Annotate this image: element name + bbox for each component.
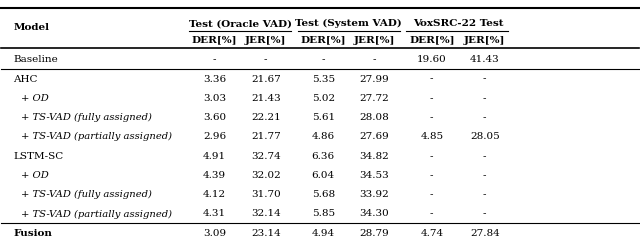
Text: 21.67: 21.67 — [251, 75, 280, 84]
Text: 3.09: 3.09 — [203, 229, 226, 238]
Text: + OD: + OD — [21, 94, 49, 103]
Text: + OD: + OD — [21, 171, 49, 180]
Text: 5.61: 5.61 — [312, 113, 335, 122]
Text: Fusion: Fusion — [13, 229, 52, 238]
Text: 27.72: 27.72 — [360, 94, 389, 103]
Text: 21.77: 21.77 — [251, 132, 280, 141]
Text: 34.30: 34.30 — [360, 210, 389, 218]
Text: -: - — [430, 171, 433, 180]
Text: 5.68: 5.68 — [312, 190, 335, 199]
Text: -: - — [483, 152, 486, 161]
Text: Test (System VAD): Test (System VAD) — [296, 19, 402, 28]
Text: 22.21: 22.21 — [251, 113, 280, 122]
Text: DER[%]: DER[%] — [192, 36, 237, 45]
Text: 28.05: 28.05 — [470, 132, 500, 141]
Text: 6.36: 6.36 — [312, 152, 335, 161]
Text: 4.74: 4.74 — [420, 229, 444, 238]
Text: 4.31: 4.31 — [203, 210, 226, 218]
Text: 32.74: 32.74 — [251, 152, 280, 161]
Text: 6.04: 6.04 — [312, 171, 335, 180]
Text: 27.84: 27.84 — [470, 229, 500, 238]
Text: 21.43: 21.43 — [251, 94, 280, 103]
Text: -: - — [321, 55, 325, 64]
Text: AHC: AHC — [13, 75, 38, 84]
Text: LSTM-SC: LSTM-SC — [13, 152, 64, 161]
Text: 27.99: 27.99 — [360, 75, 389, 84]
Text: Baseline: Baseline — [13, 55, 58, 64]
Text: 3.36: 3.36 — [203, 75, 226, 84]
Text: + TS-VAD (partially assigned): + TS-VAD (partially assigned) — [21, 209, 172, 218]
Text: 4.12: 4.12 — [203, 190, 226, 199]
Text: DER[%]: DER[%] — [409, 36, 454, 45]
Text: -: - — [213, 55, 216, 64]
Text: Test (Oracle VAD): Test (Oracle VAD) — [189, 19, 292, 28]
Text: 32.02: 32.02 — [251, 171, 280, 180]
Text: 5.85: 5.85 — [312, 210, 335, 218]
Text: + TS-VAD (fully assigned): + TS-VAD (fully assigned) — [21, 113, 152, 122]
Text: JER[%]: JER[%] — [464, 36, 506, 45]
Text: -: - — [483, 171, 486, 180]
Text: 4.91: 4.91 — [203, 152, 226, 161]
Text: 28.08: 28.08 — [360, 113, 389, 122]
Text: 28.79: 28.79 — [360, 229, 389, 238]
Text: -: - — [483, 75, 486, 84]
Text: -: - — [430, 210, 433, 218]
Text: JER[%]: JER[%] — [245, 36, 287, 45]
Text: 33.92: 33.92 — [360, 190, 389, 199]
Text: 3.03: 3.03 — [203, 94, 226, 103]
Text: 5.35: 5.35 — [312, 75, 335, 84]
Text: JER[%]: JER[%] — [353, 36, 395, 45]
Text: 5.02: 5.02 — [312, 94, 335, 103]
Text: -: - — [483, 94, 486, 103]
Text: 34.53: 34.53 — [360, 171, 389, 180]
Text: + TS-VAD (fully assigned): + TS-VAD (fully assigned) — [21, 190, 152, 199]
Text: 4.94: 4.94 — [312, 229, 335, 238]
Text: -: - — [430, 75, 433, 84]
Text: 31.70: 31.70 — [251, 190, 280, 199]
Text: Model: Model — [13, 23, 49, 32]
Text: 27.69: 27.69 — [360, 132, 389, 141]
Text: -: - — [372, 55, 376, 64]
Text: 4.86: 4.86 — [312, 132, 335, 141]
Text: DER[%]: DER[%] — [300, 36, 346, 45]
Text: 3.60: 3.60 — [203, 113, 226, 122]
Text: -: - — [483, 190, 486, 199]
Text: -: - — [430, 190, 433, 199]
Text: -: - — [430, 152, 433, 161]
Text: 34.82: 34.82 — [360, 152, 389, 161]
Text: 19.60: 19.60 — [417, 55, 447, 64]
Text: 23.14: 23.14 — [251, 229, 280, 238]
Text: -: - — [264, 55, 268, 64]
Text: VoxSRC-22 Test: VoxSRC-22 Test — [413, 19, 504, 28]
Text: -: - — [430, 113, 433, 122]
Text: 2.96: 2.96 — [203, 132, 226, 141]
Text: -: - — [483, 210, 486, 218]
Text: 4.39: 4.39 — [203, 171, 226, 180]
Text: 4.85: 4.85 — [420, 132, 444, 141]
Text: 32.14: 32.14 — [251, 210, 280, 218]
Text: -: - — [430, 94, 433, 103]
Text: -: - — [483, 113, 486, 122]
Text: + TS-VAD (partially assigned): + TS-VAD (partially assigned) — [21, 132, 172, 141]
Text: 41.43: 41.43 — [470, 55, 500, 64]
